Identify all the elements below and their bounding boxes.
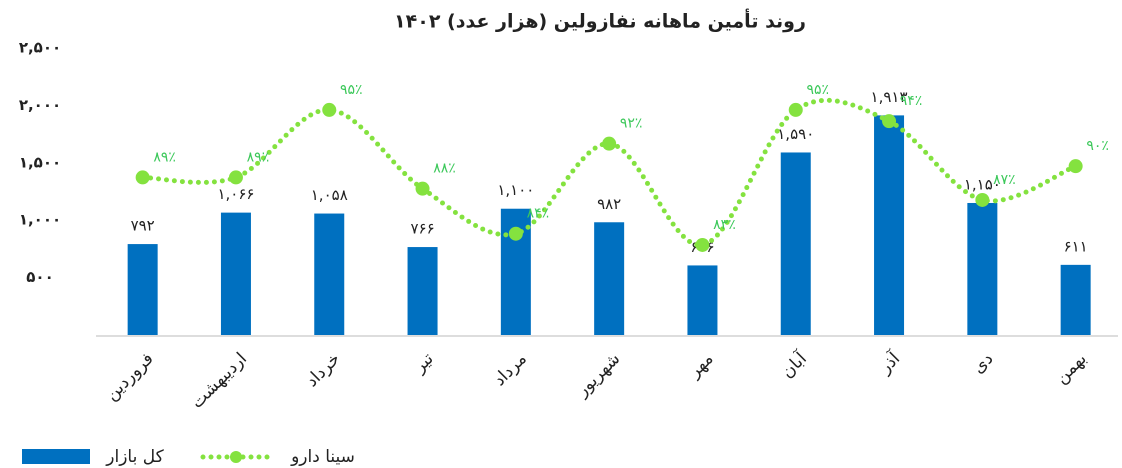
x-tick-label: اردیبهشت bbox=[187, 349, 251, 413]
line-value-label: ۸۷٪ bbox=[993, 172, 1016, 188]
line-value-label: ۸۴٪ bbox=[527, 206, 550, 222]
line-value-label: ۹۰٪ bbox=[1086, 138, 1109, 154]
bar-value-label: ۱,۱۵۰ bbox=[964, 175, 1001, 193]
bar bbox=[127, 244, 158, 335]
bar bbox=[687, 265, 718, 335]
bar-value-label: ۱,۵۹۰ bbox=[777, 125, 814, 143]
line-marker bbox=[415, 181, 430, 196]
bar bbox=[874, 115, 905, 335]
line-marker bbox=[1068, 159, 1083, 174]
line-marker bbox=[602, 136, 617, 151]
line-value-label: ۹۴٪ bbox=[900, 93, 923, 109]
line-marker bbox=[508, 226, 523, 241]
x-tick-label: آذر bbox=[873, 347, 905, 379]
x-tick-label: مهر bbox=[684, 349, 717, 382]
line-value-label: ۹۵٪ bbox=[806, 82, 829, 98]
legend-bar-swatch bbox=[22, 449, 90, 464]
line-value-label: ۹۲٪ bbox=[620, 116, 643, 132]
x-tick-label: شهریور bbox=[572, 349, 624, 401]
chart-title: روند تأمین ماهانه نفازولین (هزار عدد) ۱۴… bbox=[394, 9, 806, 33]
bar bbox=[594, 222, 625, 335]
line-marker bbox=[135, 170, 150, 185]
line-value-label: ۹۵٪ bbox=[340, 82, 363, 98]
line-marker bbox=[228, 170, 243, 185]
line-value-label: ۸۹٪ bbox=[247, 149, 270, 165]
legend-label: کل بازار bbox=[105, 447, 164, 467]
y-tick-label: ۲,۰۰۰ bbox=[19, 96, 61, 114]
bar bbox=[967, 202, 998, 335]
bar-value-label: ۷۹۲ bbox=[131, 217, 155, 235]
bar bbox=[1060, 264, 1091, 335]
bar-value-label: ۷۶۶ bbox=[410, 220, 434, 238]
bar-value-label: ۱,۰۵۸ bbox=[311, 186, 348, 204]
line-marker bbox=[975, 192, 990, 207]
bar-value-label: ۱,۹۱۳ bbox=[871, 88, 908, 106]
x-tick-label: دی bbox=[969, 349, 998, 378]
legend-label: سینا دارو bbox=[290, 447, 355, 467]
x-tick-label: آبان bbox=[776, 347, 812, 383]
legend-line-marker bbox=[230, 451, 242, 463]
x-tick-label: تیر bbox=[409, 349, 438, 378]
bar-value-label: ۱,۰۶۶ bbox=[217, 185, 254, 203]
bar bbox=[220, 212, 251, 335]
y-tick-label: ۱,۵۰۰ bbox=[19, 153, 61, 171]
y-tick-label: ۵۰۰ bbox=[26, 268, 53, 286]
bar bbox=[780, 152, 811, 335]
y-tick-label: ۱,۰۰۰ bbox=[19, 211, 61, 229]
line-marker bbox=[695, 237, 710, 252]
line-marker bbox=[788, 102, 803, 117]
bar-value-label: ۶۱۱ bbox=[1064, 237, 1088, 255]
x-tick-label: خرداد bbox=[302, 349, 344, 391]
x-tick-label: مرداد bbox=[490, 349, 531, 390]
y-tick-label: ۲,۵۰۰ bbox=[19, 39, 61, 57]
bar bbox=[314, 213, 345, 335]
x-tick-label: فروردین bbox=[102, 349, 158, 405]
line-value-label: ۸۹٪ bbox=[153, 149, 176, 165]
line-value-label: ۸۳٪ bbox=[713, 217, 736, 233]
bar bbox=[407, 247, 438, 335]
line-value-label: ۸۸٪ bbox=[433, 161, 456, 177]
x-tick-label: بهمن bbox=[1052, 349, 1091, 388]
line-marker bbox=[322, 102, 337, 117]
bar-value-label: ۹۸۲ bbox=[597, 195, 621, 213]
bar-value-label: ۱,۱۰۰ bbox=[497, 181, 534, 199]
line-marker bbox=[882, 114, 897, 129]
